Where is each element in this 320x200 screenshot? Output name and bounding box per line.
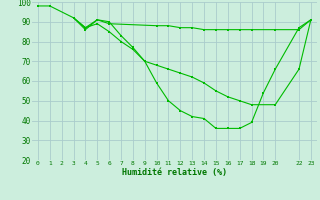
X-axis label: Humidité relative (%): Humidité relative (%) — [122, 168, 227, 177]
